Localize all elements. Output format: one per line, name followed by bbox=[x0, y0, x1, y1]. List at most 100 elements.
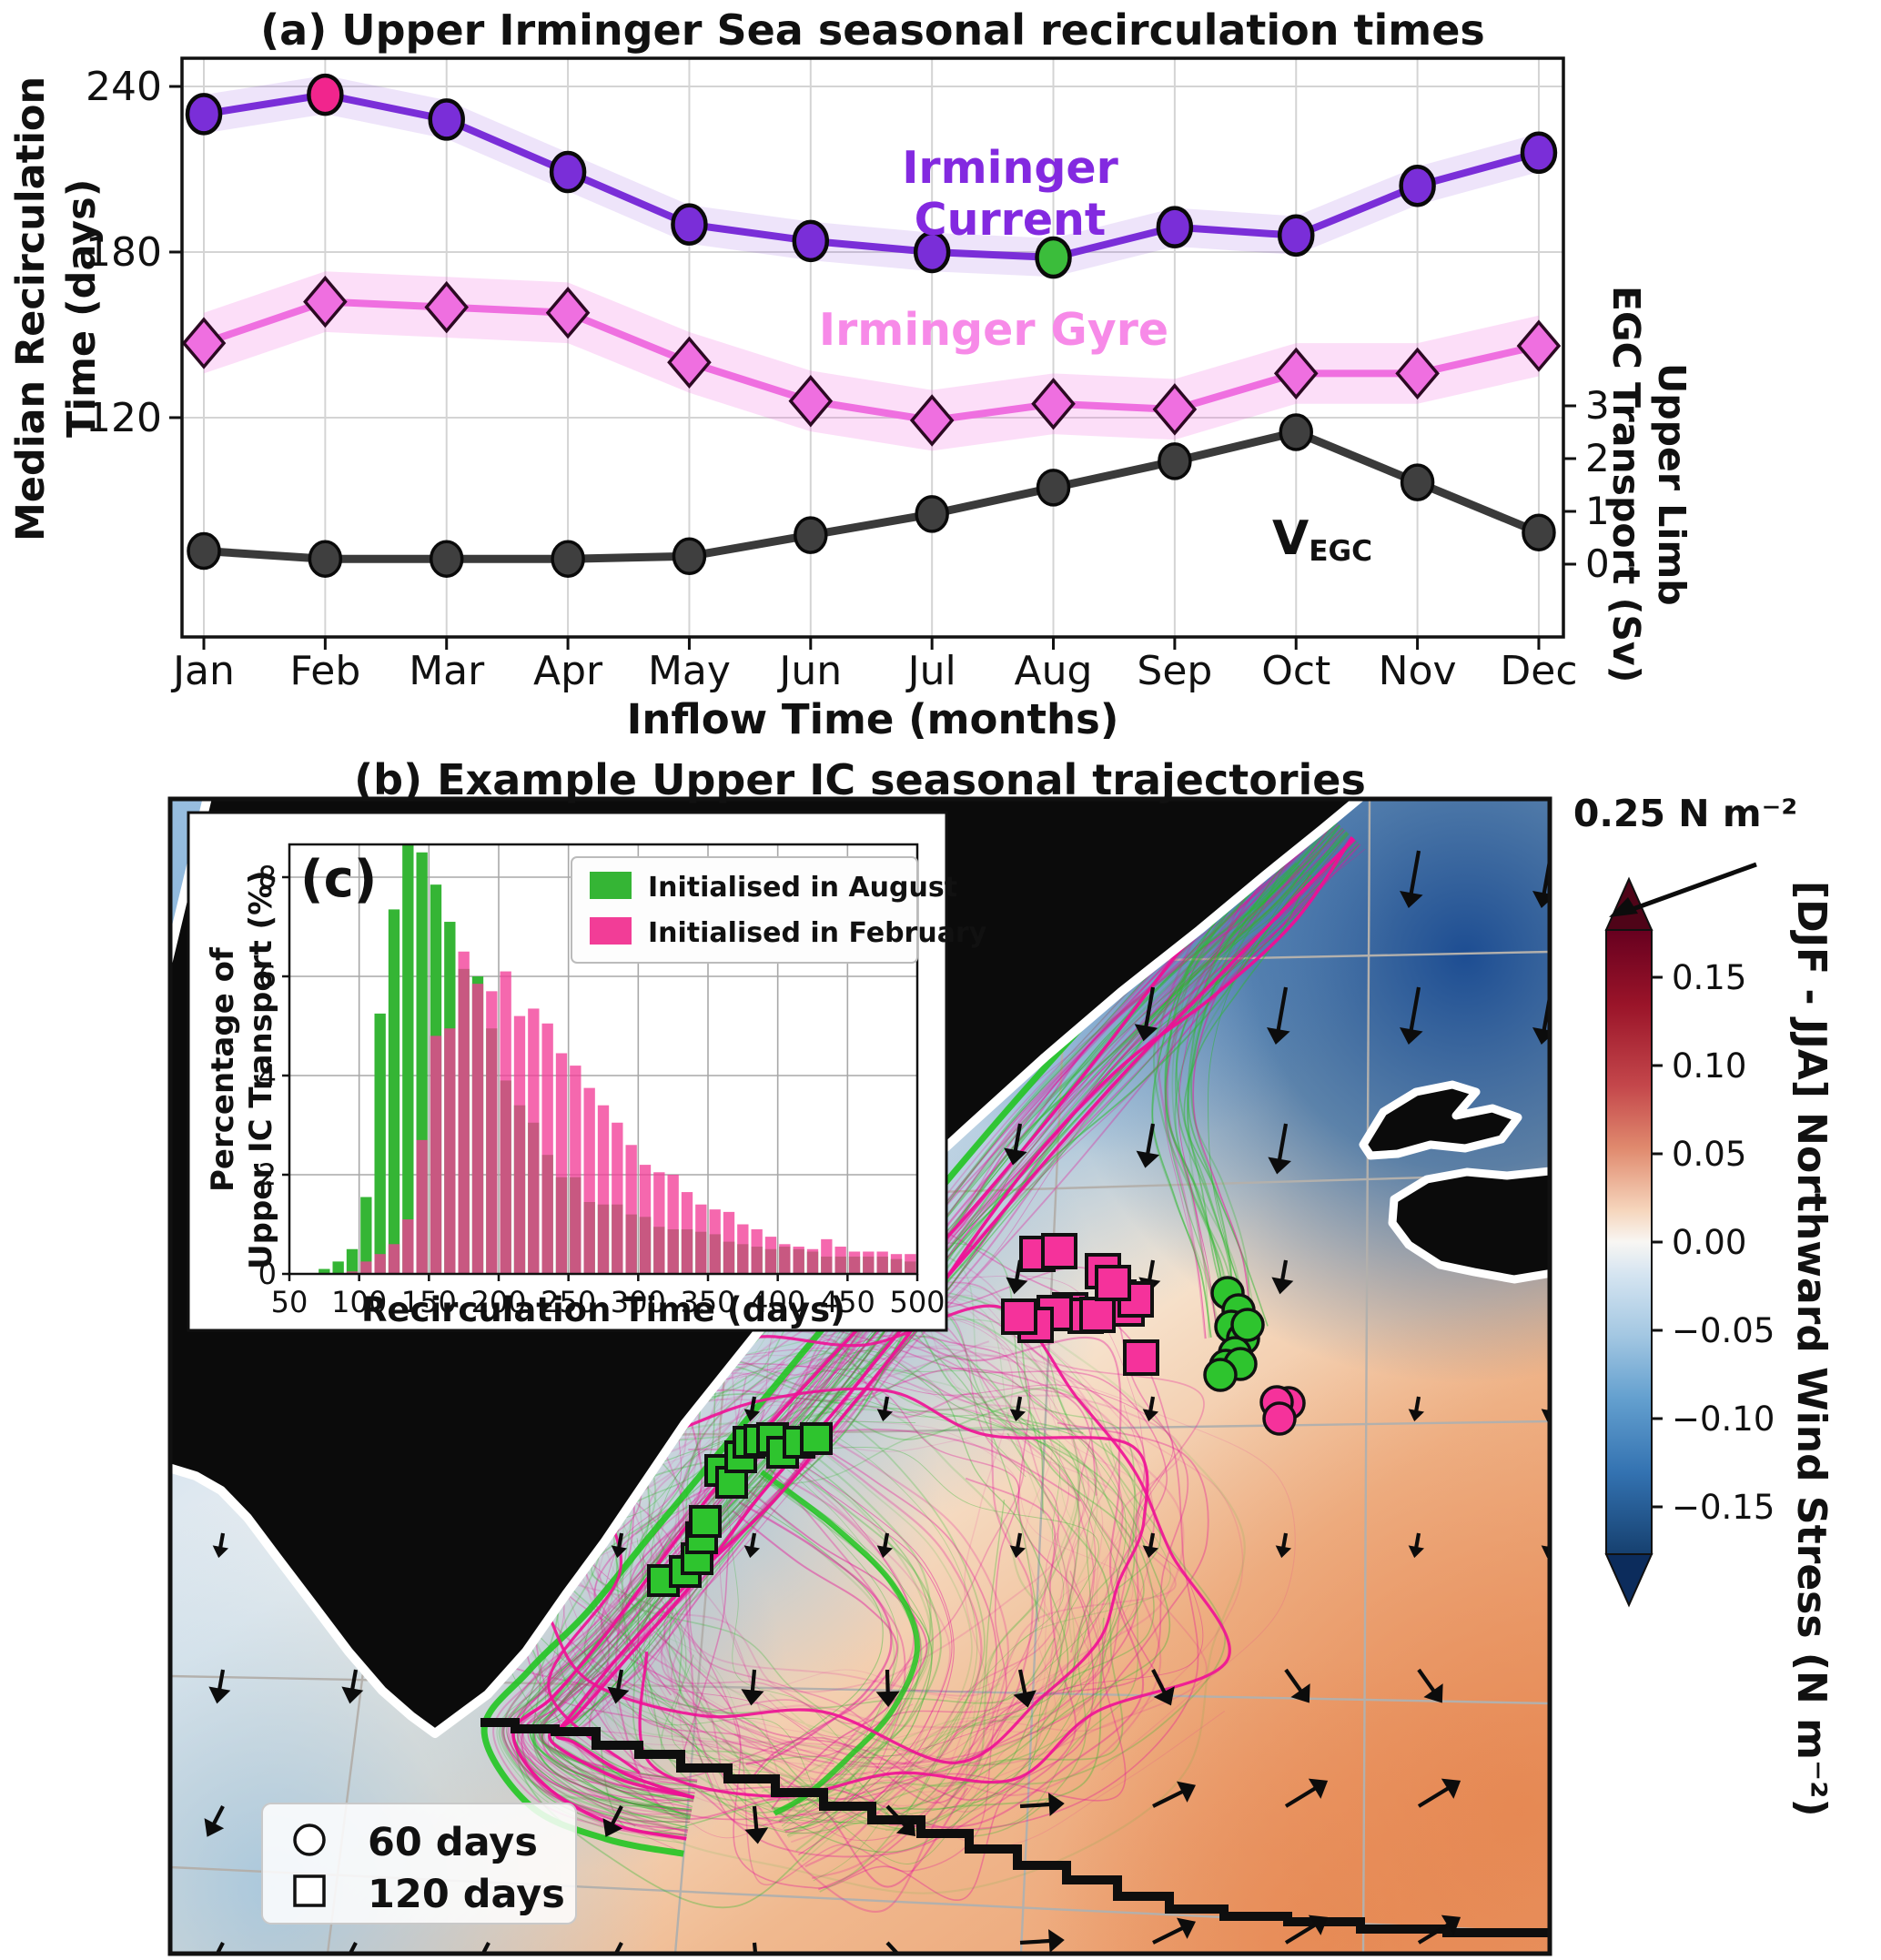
trajectory-path bbox=[1165, 871, 1308, 1331]
gyre-marker bbox=[424, 280, 470, 334]
hist-bar-february bbox=[737, 1224, 749, 1274]
trajectory-path bbox=[777, 1449, 955, 1855]
wind-stress-shading bbox=[1047, 1656, 1550, 1954]
hist-bar-february bbox=[430, 1036, 442, 1274]
trajectory-path bbox=[1166, 853, 1287, 1337]
tick-label: 300 bbox=[611, 1285, 666, 1319]
wind-arrow-head bbox=[1574, 1779, 1593, 1799]
february-120day-marker bbox=[1001, 1298, 1037, 1335]
tick-label: 350 bbox=[680, 1285, 735, 1319]
trajectory-path bbox=[534, 1408, 1063, 1814]
tick-label: Jun bbox=[776, 648, 842, 694]
tick-label: 0.00 bbox=[1672, 1223, 1746, 1262]
tick-label: 6 bbox=[258, 959, 277, 994]
tick-label: May bbox=[648, 648, 731, 694]
trajectory-path bbox=[1175, 864, 1300, 1329]
hist-bar-august bbox=[360, 1197, 372, 1274]
colorbar-bottom-arrow bbox=[1604, 1553, 1653, 1608]
hist-bar-february bbox=[486, 991, 498, 1274]
trajectory-path bbox=[498, 822, 1339, 1813]
wind-arrow bbox=[885, 1941, 901, 1954]
hist-bar-february bbox=[402, 1219, 414, 1274]
trajectory-path bbox=[703, 1315, 1069, 1739]
current-marker bbox=[1277, 214, 1315, 258]
wind-arrow bbox=[1276, 1123, 1289, 1166]
august-120day-marker bbox=[689, 1505, 722, 1538]
hist-bar-february bbox=[360, 1261, 372, 1274]
tick-label: 240 bbox=[86, 64, 162, 110]
tick-label: 0 bbox=[1585, 541, 1610, 586]
hist-bar-february bbox=[793, 1247, 804, 1274]
wind-quiver bbox=[204, 850, 1593, 1954]
wind-arrow-head bbox=[1142, 1545, 1159, 1559]
tick-label: 1 bbox=[1585, 489, 1610, 533]
hist-bar-august bbox=[319, 1268, 330, 1274]
wind-arrow-head bbox=[895, 1816, 915, 1836]
trajectory-path bbox=[541, 829, 1345, 1811]
wind-arrow bbox=[752, 1942, 758, 1954]
hist-bar-february bbox=[709, 1209, 721, 1274]
trajectory-path bbox=[793, 1429, 998, 1891]
wind-arrow-head bbox=[744, 1827, 769, 1844]
trajectory-path bbox=[501, 817, 1333, 1824]
gyre-marker bbox=[545, 286, 591, 339]
map-markers bbox=[647, 1233, 1306, 1597]
wind-arrow-head bbox=[1134, 1024, 1158, 1042]
august-60day-marker bbox=[1203, 1358, 1238, 1392]
map-legend-box bbox=[261, 1803, 577, 1925]
wind-arrow-head bbox=[1048, 1929, 1065, 1954]
wind-arrow-head bbox=[1441, 1915, 1461, 1935]
current-marker bbox=[185, 93, 223, 136]
hist-bar-february bbox=[764, 1237, 777, 1274]
wind-arrow bbox=[613, 1942, 623, 1954]
uncertainty-band bbox=[204, 271, 1539, 451]
trajectory-path bbox=[522, 817, 1333, 1817]
hist-bar-february bbox=[416, 1139, 428, 1274]
hist-bar-february bbox=[723, 1211, 735, 1274]
map-panel bbox=[170, 799, 1593, 1954]
trajectory-path bbox=[792, 1429, 973, 1863]
hist-bar-february bbox=[681, 1192, 693, 1274]
wind-arrow bbox=[1408, 850, 1421, 900]
tick-label: 50 bbox=[271, 1285, 308, 1319]
hist-bar-february bbox=[639, 1165, 652, 1274]
tick-label: 2 bbox=[258, 1157, 277, 1192]
gyre-marker bbox=[788, 375, 834, 428]
trajectory-path bbox=[748, 1488, 895, 1793]
trajectory-path bbox=[601, 1368, 1209, 1802]
vegc-marker bbox=[794, 516, 828, 554]
panel-a-ticks: Jan Feb Mar Apr May Jun Jul Aug Sep Oct Nov Dec 240 1… bbox=[86, 64, 1610, 694]
wind-arrow-head bbox=[743, 1409, 761, 1422]
tick-label: −0.05 bbox=[1672, 1311, 1775, 1350]
wind-arrow-head bbox=[1532, 1027, 1550, 1046]
august-60day-marker bbox=[1230, 1308, 1265, 1342]
tick-label: 0 bbox=[258, 1257, 277, 1291]
tick-label: 150 bbox=[401, 1285, 457, 1319]
wind-arrow-head bbox=[1142, 1409, 1159, 1422]
trajectory-path bbox=[507, 808, 1323, 1839]
hist-bar-august bbox=[388, 909, 400, 1274]
wind-arrow bbox=[1417, 1783, 1454, 1808]
hist-bar-august bbox=[374, 1013, 386, 1274]
trajectory-path bbox=[536, 833, 1350, 1808]
tick-label: Jul bbox=[905, 648, 956, 694]
tick-label: 180 bbox=[86, 229, 162, 276]
hist-bar-february bbox=[570, 1066, 581, 1274]
gyre-marker bbox=[1031, 378, 1076, 430]
tick-label: 8 bbox=[258, 860, 277, 894]
vegc-marker bbox=[1522, 513, 1556, 551]
wind-arrow bbox=[1552, 1922, 1585, 1943]
trajectory-path bbox=[764, 1466, 915, 1824]
wind-arrow-head bbox=[1532, 891, 1550, 909]
hist-bar-february bbox=[667, 1175, 679, 1274]
hist-bar-february bbox=[583, 1087, 595, 1274]
tick-label: −0.10 bbox=[1672, 1399, 1775, 1439]
trajectory-path bbox=[684, 1339, 1034, 1913]
tick-label: 4 bbox=[258, 1058, 277, 1093]
trajectory-path bbox=[610, 1267, 1109, 1821]
trajectory-path bbox=[634, 1368, 1069, 1854]
gyre-marker bbox=[1273, 347, 1319, 400]
tick-label: Apr bbox=[533, 648, 603, 694]
wind-arrow-head bbox=[1136, 1150, 1160, 1168]
